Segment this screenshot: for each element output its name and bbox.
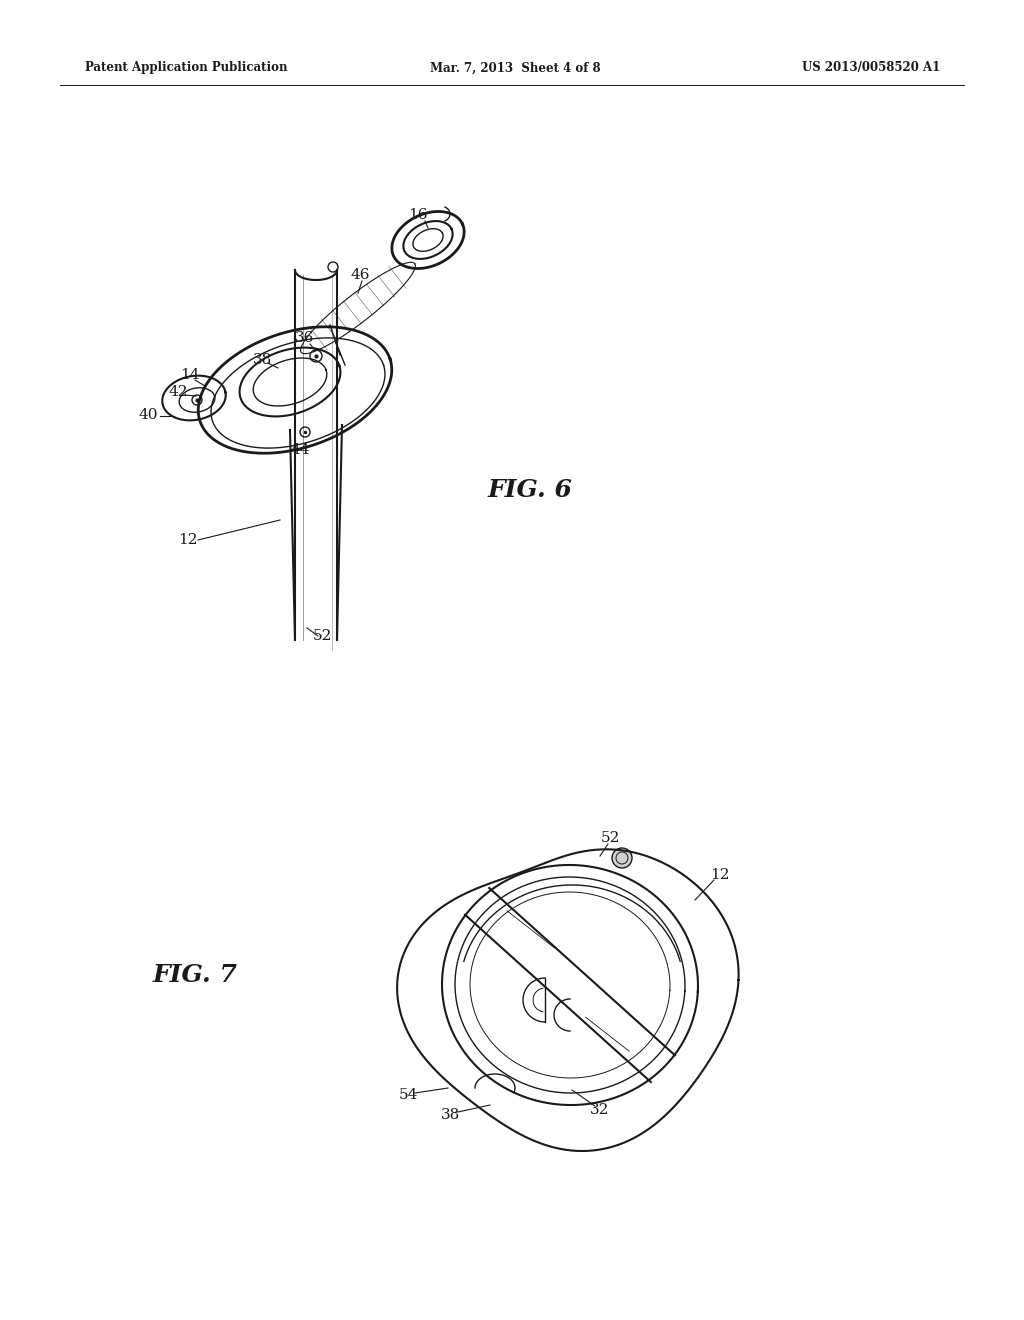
Text: Mar. 7, 2013  Sheet 4 of 8: Mar. 7, 2013 Sheet 4 of 8	[430, 62, 601, 74]
Text: 40: 40	[138, 408, 158, 422]
Text: 38: 38	[252, 352, 271, 367]
Text: 12: 12	[711, 869, 730, 882]
Text: 52: 52	[600, 832, 620, 845]
Text: 44: 44	[290, 444, 309, 457]
Text: FIG. 6: FIG. 6	[487, 478, 572, 502]
Text: 36: 36	[295, 331, 314, 345]
Text: 16: 16	[409, 209, 428, 222]
Circle shape	[612, 847, 632, 869]
Text: 42: 42	[168, 385, 187, 399]
Text: 46: 46	[350, 268, 370, 282]
Text: Patent Application Publication: Patent Application Publication	[85, 62, 288, 74]
Text: 32: 32	[590, 1104, 609, 1117]
Text: 38: 38	[440, 1107, 460, 1122]
Text: 14: 14	[180, 368, 200, 381]
Text: 52: 52	[312, 630, 332, 643]
Text: FIG. 7: FIG. 7	[153, 964, 238, 987]
Text: 12: 12	[178, 533, 198, 546]
Text: 54: 54	[398, 1088, 418, 1102]
Text: US 2013/0058520 A1: US 2013/0058520 A1	[802, 62, 940, 74]
